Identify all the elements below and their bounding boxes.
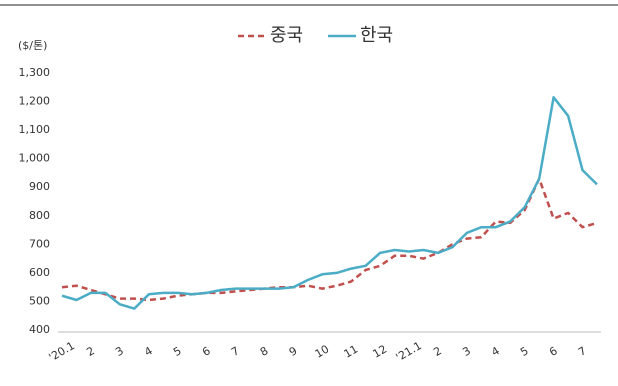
x-tick-label: 6 xyxy=(547,344,560,359)
x-tick-label: 3 xyxy=(113,344,126,359)
legend-label: 한국 xyxy=(360,25,393,46)
x-tick-label: 4 xyxy=(489,344,502,359)
x-tick-label: 11 xyxy=(342,342,361,360)
x-tick-label: 10 xyxy=(313,342,332,360)
x-tick-label: 6 xyxy=(200,344,213,359)
x-tick-label: 7 xyxy=(576,344,589,359)
x-tick-label: 3 xyxy=(460,344,473,359)
x-tick-label: 5 xyxy=(518,344,531,359)
y-tick-label: 600 xyxy=(29,266,50,279)
x-tick-label: 2 xyxy=(431,344,444,359)
x-tick-label: '20.1 xyxy=(47,339,77,364)
y-tick-label: 700 xyxy=(29,237,50,250)
x-tick-label: 12 xyxy=(371,342,390,360)
y-tick-label: 1,100 xyxy=(19,123,51,136)
y-tick-label: 900 xyxy=(29,180,50,193)
series-line xyxy=(61,96,598,310)
y-tick-label: 500 xyxy=(29,294,50,307)
x-tick-label: 8 xyxy=(258,344,271,359)
x-tick-label: '21.1 xyxy=(394,339,424,364)
x-tick-label: 9 xyxy=(287,344,300,359)
y-unit-label: ($/톤) xyxy=(18,39,47,52)
y-tick-label: 1,000 xyxy=(19,152,51,165)
y-tick-label: 1,300 xyxy=(19,66,51,79)
legend-label: 중국 xyxy=(270,25,303,46)
x-tick-label: 2 xyxy=(84,344,97,359)
y-tick-label: 1,200 xyxy=(19,95,51,108)
y-tick-label: 400 xyxy=(29,323,50,336)
x-tick-label: 5 xyxy=(171,344,184,359)
x-tick-label: 7 xyxy=(229,344,242,359)
x-tick-label: 4 xyxy=(142,344,155,359)
series-line xyxy=(61,177,598,302)
y-tick-label: 800 xyxy=(29,209,50,222)
